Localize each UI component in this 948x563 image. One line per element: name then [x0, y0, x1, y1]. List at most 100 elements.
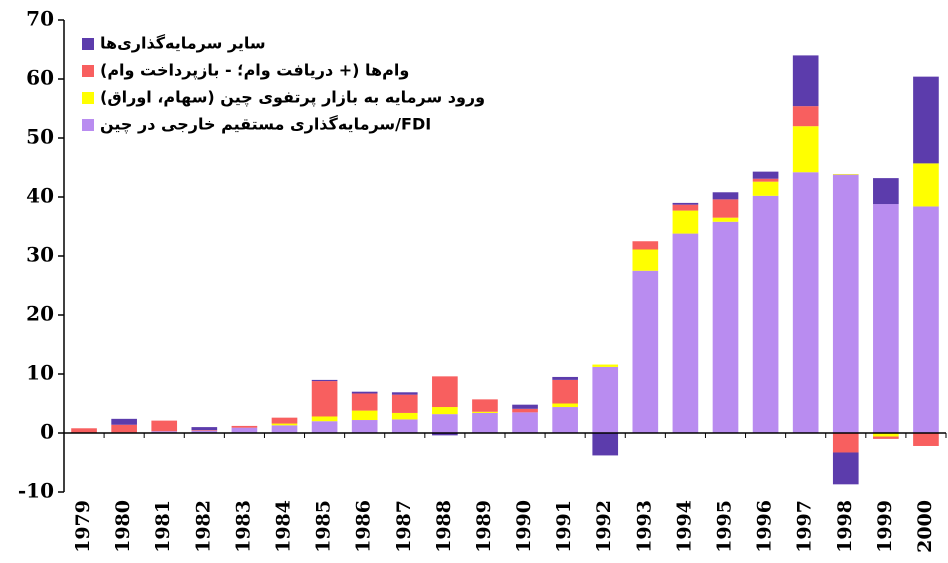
bar-segment	[191, 430, 218, 433]
bar-segment	[913, 163, 939, 207]
bar-segment	[752, 178, 779, 182]
bar-segment	[311, 379, 338, 382]
bar-segment	[432, 376, 458, 408]
bar-segment	[712, 192, 739, 200]
bar-segment	[271, 417, 298, 424]
bar-segment	[832, 174, 859, 433]
x-tick-label: 1988	[433, 500, 455, 553]
legend-swatch	[82, 65, 94, 77]
x-tick-label: 1987	[393, 500, 415, 553]
bar-segment	[552, 376, 578, 380]
bar-segment	[351, 410, 378, 421]
bar-segment	[351, 393, 378, 411]
x-tick-label: 1994	[673, 500, 695, 553]
bar-segment	[672, 210, 699, 234]
bar-segment	[672, 233, 699, 433]
bar-segment	[592, 364, 619, 367]
bar-segment	[71, 428, 97, 433]
y-tick-label: 70	[26, 7, 54, 31]
bar-segment	[752, 171, 779, 179]
bar-segment	[632, 270, 659, 433]
x-tick-label: 1980	[112, 500, 134, 553]
legend-label: سرمایه‌گذاری مستقیم خارجی در چین/FDI	[100, 115, 431, 135]
bar-segment	[552, 403, 578, 408]
bar-segment	[832, 433, 859, 453]
x-tick-label: 1985	[313, 500, 335, 553]
bar-segment	[512, 412, 538, 433]
bar-segment	[191, 427, 218, 431]
bar-segment	[592, 433, 619, 456]
x-tick-label: 1990	[513, 500, 535, 553]
bar-segment	[792, 172, 819, 433]
y-tick-label: 60	[26, 66, 54, 90]
x-tick-label: 1992	[593, 500, 615, 553]
bar-segment	[592, 366, 619, 433]
bar-segment	[271, 425, 298, 433]
bar-segment	[151, 431, 178, 433]
bar-segment	[913, 433, 939, 446]
bar-segment	[111, 424, 137, 433]
bar-segment	[432, 414, 458, 433]
legend-swatch	[82, 92, 94, 104]
bar-segment	[432, 407, 458, 415]
bar-segment	[311, 416, 338, 422]
bar-segment	[472, 411, 498, 413]
legend-swatch	[82, 119, 94, 131]
bar-segment	[391, 419, 418, 433]
bar-segment	[552, 407, 578, 433]
x-tick-label: 1981	[152, 500, 174, 553]
x-tick-label: 1997	[794, 500, 816, 553]
legend-label: سایر سرمایه‌گذاری‌ها	[100, 34, 266, 53]
bar-segment	[271, 423, 298, 426]
bar-segment	[632, 241, 659, 250]
bar-segment	[111, 418, 137, 425]
bar-segment	[391, 392, 418, 395]
x-tick-label: 1998	[834, 500, 856, 553]
y-tick-label: 30	[26, 243, 54, 267]
bar-segment	[832, 173, 859, 175]
x-tick-label: 1989	[473, 500, 495, 553]
bar-segment	[391, 394, 418, 413]
x-tick-label: 1986	[353, 500, 375, 553]
bar-segment	[151, 420, 178, 432]
bar-segment	[472, 412, 498, 433]
x-tick-label: 1979	[72, 500, 94, 553]
bar-segment	[512, 404, 538, 409]
bar-segment	[832, 452, 859, 485]
bar-segment	[792, 55, 819, 107]
y-tick-label: -10	[18, 479, 54, 503]
bar-segment	[792, 126, 819, 173]
x-tick-label: 2000	[914, 500, 936, 553]
x-tick-label: 1984	[273, 500, 295, 553]
y-tick-label: 20	[26, 302, 54, 326]
bar-segment	[712, 199, 739, 218]
bar-segment	[752, 195, 779, 433]
bar-segment	[311, 381, 338, 417]
bar-segment	[712, 221, 739, 433]
bar-segment	[873, 433, 899, 437]
bar-segment	[792, 106, 819, 127]
bar-segment	[351, 391, 378, 394]
x-tick-label: 1995	[714, 500, 736, 553]
bar-segment	[432, 433, 458, 436]
x-tick-label: 1983	[232, 500, 254, 553]
legend-label: وام‌ها (+ دریافت وام؛ - بازپرداخت وام)	[100, 61, 409, 81]
x-tick-label: 1996	[754, 500, 776, 553]
y-tick-label: 40	[26, 184, 54, 208]
legend-swatch	[82, 38, 94, 50]
bar-segment	[231, 427, 258, 433]
bar-segment	[311, 421, 338, 433]
legend-label: ورود سرمایه به بازار پرتفوی چین (سهام، ا…	[100, 88, 485, 108]
bar-segment	[552, 379, 578, 404]
bar-segment	[873, 178, 899, 205]
y-tick-label: 0	[40, 420, 54, 444]
bar-segment	[191, 430, 218, 431]
x-tick-label: 1999	[874, 500, 896, 553]
bar-segment	[752, 181, 779, 196]
bar-segment	[231, 425, 258, 428]
x-tick-label: 1982	[192, 500, 214, 553]
y-tick-label: 50	[26, 125, 54, 149]
bar-segment	[712, 217, 739, 222]
y-tick-label: 10	[26, 361, 54, 385]
